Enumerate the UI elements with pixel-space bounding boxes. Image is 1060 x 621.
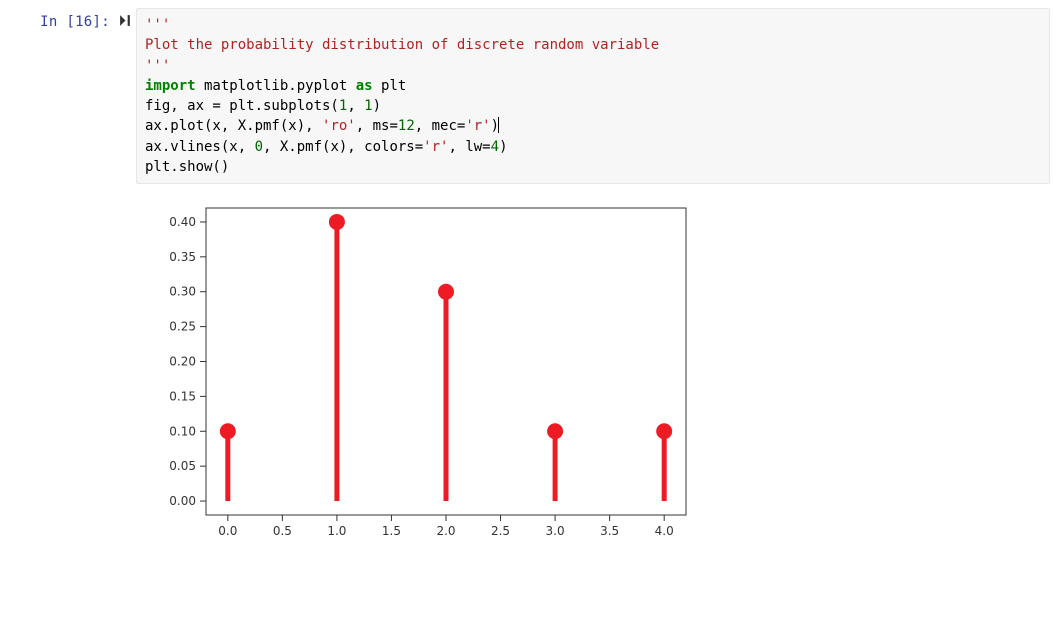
code-text: 'r' <box>423 139 448 155</box>
stem-marker <box>329 215 344 230</box>
code-text: ) <box>499 139 507 155</box>
svg-text:3.5: 3.5 <box>600 524 619 538</box>
svg-text:3.0: 3.0 <box>546 524 565 538</box>
svg-text:0.20: 0.20 <box>169 355 196 369</box>
code-text: ax.plot(x, X.pmf(x), <box>145 118 322 134</box>
input-prompt: In [16]: <box>10 8 114 30</box>
code-text: as <box>356 78 373 94</box>
code-text: , <box>347 98 364 114</box>
svg-text:1.0: 1.0 <box>327 524 346 538</box>
stem-plot: 0.00 0.05 0.10 0.15 0.20 0.25 0.30 0.35 0.40 0.0 0… <box>136 190 696 560</box>
code-text: fig, ax = plt.subplots( <box>145 98 339 114</box>
code-text: 0 <box>255 139 263 155</box>
code-text: import <box>145 78 196 94</box>
svg-text:0.00: 0.00 <box>169 494 196 508</box>
stem-marker <box>220 424 235 439</box>
svg-text:4.0: 4.0 <box>655 524 674 538</box>
code-editor[interactable]: ''' Plot the probability distribution of… <box>136 8 1050 184</box>
svg-text:0.5: 0.5 <box>273 524 292 538</box>
code-text: ''' <box>145 58 170 74</box>
svg-text:0.05: 0.05 <box>169 460 196 474</box>
code-text: ''' <box>145 17 170 33</box>
text-cursor <box>498 117 499 132</box>
code-text: , lw= <box>448 139 490 155</box>
svg-text:0.35: 0.35 <box>169 250 196 264</box>
code-text: 'r' <box>465 118 490 134</box>
stem-marker <box>439 285 454 300</box>
svg-text:0.0: 0.0 <box>218 524 237 538</box>
svg-text:1.5: 1.5 <box>382 524 401 538</box>
code-text: matplotlib.pyplot <box>196 78 356 94</box>
svg-text:2.5: 2.5 <box>491 524 510 538</box>
code-text: ax.vlines(x, <box>145 139 255 155</box>
svg-text:0.10: 0.10 <box>169 425 196 439</box>
notebook: In [16]: ''' Plot the probability distri… <box>0 0 1060 570</box>
svg-text:0.15: 0.15 <box>169 390 196 404</box>
output-cell: . 0.000.050.100.150.200.250.300.350.400.… <box>10 190 1050 560</box>
plot-output: 0.00 0.05 0.10 0.15 0.20 0.25 0.30 0.35 0.40 0.0 0… <box>136 190 696 560</box>
code-text: 'ro' <box>322 118 356 134</box>
code-text: plt.show() <box>145 159 229 175</box>
code-text: 1 <box>364 98 372 114</box>
svg-text:2.0: 2.0 <box>436 524 455 538</box>
code-text: , ms= <box>356 118 398 134</box>
svg-text:0.40: 0.40 <box>169 215 196 229</box>
code-text: 12 <box>398 118 415 134</box>
stem-marker <box>657 424 672 439</box>
code-text: Plot the probability distribution of dis… <box>145 37 659 53</box>
code-text: 4 <box>491 139 499 155</box>
stem-marker <box>548 424 563 439</box>
code-text: plt <box>373 78 407 94</box>
code-text: ) <box>373 98 381 114</box>
svg-text:0.25: 0.25 <box>169 320 196 334</box>
run-cell-column <box>114 8 136 27</box>
code-cell: In [16]: ''' Plot the probability distri… <box>10 8 1050 184</box>
run-cell-icon[interactable] <box>119 14 132 27</box>
svg-text:0.30: 0.30 <box>169 285 196 299</box>
code-text: , mec= <box>415 118 466 134</box>
code-text: , X.pmf(x), colors= <box>263 139 423 155</box>
